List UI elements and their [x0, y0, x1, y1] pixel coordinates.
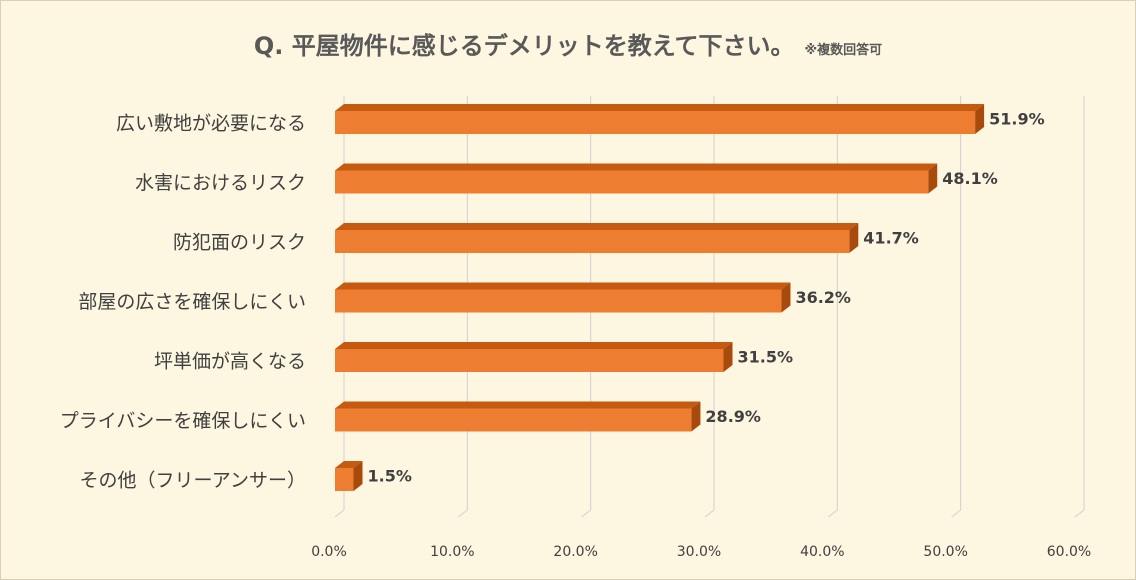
bar — [335, 104, 985, 134]
gridline-foot — [1074, 509, 1085, 518]
bar-front-face — [335, 468, 354, 491]
category-labels: 広い敷地が必要になる水害におけるリスク防犯面のリスク部屋の広さを確保しにくい坪単… — [60, 113, 306, 492]
bars — [335, 104, 985, 491]
bar-top-face — [335, 163, 938, 171]
bar-top-face — [335, 104, 985, 111]
gridline-foot — [951, 509, 961, 518]
bar-side-face — [849, 223, 859, 253]
category-label: 水害におけるリスク — [135, 172, 306, 194]
bar — [335, 342, 733, 372]
bar — [335, 282, 791, 313]
value-label: 36.2% — [795, 288, 851, 307]
category-label: 坪単価が高くなる — [154, 351, 306, 373]
value-label: 41.7% — [863, 229, 919, 248]
x-tick-label: 30.0% — [677, 544, 721, 560]
category-label: 部屋の広さを確保しにくい — [78, 291, 306, 313]
bar-top-face — [335, 461, 363, 468]
bar-side-face — [353, 461, 363, 491]
bar-front-face — [335, 230, 850, 253]
chart-title: Q. 平屋物件に感じるデメリットを教えて下さい。 — [253, 32, 795, 60]
gridline-foot — [334, 509, 345, 518]
x-tick-label: 0.0% — [311, 544, 347, 560]
bar-front-face — [335, 289, 782, 313]
bar-front-face — [335, 408, 692, 432]
bar — [335, 401, 701, 432]
x-tick-label: 20.0% — [553, 544, 597, 560]
bar-top-face — [335, 282, 791, 290]
chart-title-row: Q. 平屋物件に感じるデメリットを教えて下さい。 ※複数回答可 — [0, 26, 1136, 61]
x-tick-labels: 0.0% 10.0% 20.0% 30.0% 40.0% 50.0% 60.0% — [311, 544, 1091, 560]
value-labels: 51.9% 48.1% 41.7% 36.2% 31.5% 28.9% 1.5% — [368, 110, 1045, 486]
bar-top-face — [335, 223, 859, 230]
value-label: 31.5% — [738, 348, 794, 367]
gridline-foot — [458, 509, 468, 518]
value-label: 28.9% — [705, 407, 761, 426]
bar-side-face — [781, 282, 791, 313]
bar-side-face — [723, 342, 733, 372]
bar-front-face — [335, 111, 976, 134]
x-tick-label: 40.0% — [800, 544, 844, 560]
value-label: 51.9% — [989, 110, 1045, 129]
gridline-foot — [828, 509, 838, 518]
gridline-foot — [704, 509, 715, 518]
bar-top-face — [335, 401, 701, 409]
x-tick-label: 50.0% — [923, 544, 967, 560]
value-label: 1.5% — [368, 467, 412, 486]
bar — [335, 461, 363, 491]
bar-front-face — [335, 170, 929, 194]
bar — [335, 163, 938, 194]
bar-side-face — [691, 401, 701, 432]
x-tick-label: 60.0% — [1047, 544, 1091, 560]
value-label: 48.1% — [942, 169, 998, 188]
gridline-foot — [581, 509, 591, 518]
chart-subtitle: ※複数回答可 — [804, 43, 883, 58]
category-label: その他（フリーアンサー） — [80, 470, 306, 492]
bar-front-face — [335, 349, 724, 372]
category-label: 広い敷地が必要になる — [116, 113, 306, 135]
x-tick-label: 10.0% — [430, 544, 474, 560]
bar-side-face — [928, 163, 938, 194]
bar-top-face — [335, 342, 733, 349]
bar — [335, 223, 859, 253]
category-label: プライバシーを確保しにくい — [60, 410, 306, 432]
category-label: 防犯面のリスク — [173, 232, 306, 254]
bar-side-face — [975, 104, 985, 134]
